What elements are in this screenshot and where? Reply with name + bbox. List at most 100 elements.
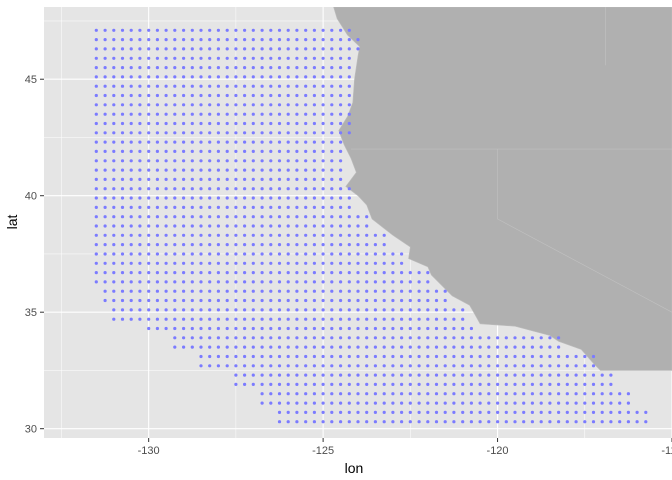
data-point: [155, 271, 159, 275]
data-point: [312, 56, 316, 60]
data-point: [251, 280, 255, 284]
data-point: [208, 66, 212, 70]
data-point: [600, 373, 604, 377]
data-point: [260, 252, 264, 256]
data-point: [120, 187, 125, 191]
data-point: [94, 140, 98, 144]
data-point: [513, 373, 517, 377]
data-point: [504, 336, 508, 340]
data-point: [199, 103, 203, 107]
data-point: [225, 75, 229, 79]
data-point: [321, 28, 325, 32]
data-point: [330, 215, 334, 219]
data-point: [103, 205, 107, 209]
data-point: [321, 47, 325, 51]
data-point: [182, 38, 186, 42]
data-point: [312, 205, 316, 209]
data-point: [330, 289, 334, 293]
data-point: [277, 215, 282, 219]
data-point: [365, 252, 369, 256]
data-point: [304, 205, 308, 209]
data-point: [339, 345, 343, 349]
data-point: [312, 271, 316, 275]
data-point: [199, 187, 203, 191]
data-point: [216, 159, 220, 163]
data-point: [583, 373, 587, 377]
data-point: [199, 121, 203, 126]
data-point: [365, 215, 369, 219]
data-point: [277, 298, 282, 303]
data-point: [312, 47, 316, 51]
data-point: [304, 289, 308, 293]
data-point: [452, 317, 456, 321]
data-point: [530, 382, 535, 386]
data-point: [164, 298, 168, 303]
data-point: [312, 280, 316, 284]
data-point: [277, 66, 282, 70]
data-point: [208, 196, 212, 200]
data-point: [286, 131, 290, 135]
data-point: [243, 326, 247, 331]
data-point: [417, 345, 421, 349]
data-point: [356, 410, 360, 414]
data-point: [260, 140, 264, 144]
land-layer: [333, 7, 672, 371]
data-point: [182, 243, 186, 247]
data-point: [277, 149, 282, 153]
data-point: [216, 196, 220, 200]
data-point: [173, 215, 177, 219]
data-point: [120, 56, 125, 60]
data-point: [557, 382, 561, 386]
data-point: [190, 308, 194, 312]
data-point: [312, 75, 316, 79]
data-point: [182, 159, 186, 163]
data-point: [277, 75, 282, 79]
data-point: [112, 205, 116, 209]
data-point: [478, 345, 482, 349]
data-point: [312, 364, 316, 368]
data-point: [304, 103, 308, 107]
data-point: [208, 205, 212, 209]
data-point: [182, 326, 186, 331]
data-point: [190, 187, 194, 191]
data-point: [182, 28, 186, 32]
data-point: [391, 252, 395, 256]
data-point: [129, 103, 133, 107]
data-point: [147, 261, 151, 265]
data-point: [443, 308, 447, 312]
data-point: [147, 326, 151, 331]
data-point: [260, 112, 264, 116]
data-point: [164, 205, 168, 209]
data-point: [373, 373, 377, 377]
data-point: [94, 168, 98, 172]
data-point: [286, 66, 290, 70]
data-point: [269, 84, 273, 88]
data-point: [208, 252, 212, 256]
point-layer: [94, 28, 648, 424]
data-point: [216, 177, 220, 181]
data-point: [565, 420, 569, 424]
data-point: [513, 392, 517, 396]
data-point: [147, 140, 151, 144]
data-point: [496, 373, 500, 377]
data-point: [644, 420, 648, 424]
data-point: [373, 326, 377, 331]
data-point: [94, 252, 98, 256]
data-point: [103, 243, 107, 247]
data-point: [112, 168, 116, 172]
data-point: [138, 28, 142, 32]
data-point: [347, 233, 351, 237]
data-point: [103, 168, 107, 172]
data-point: [400, 345, 404, 349]
data-point: [330, 308, 334, 312]
data-point: [208, 84, 212, 88]
data-point: [138, 121, 142, 126]
data-point: [312, 93, 316, 98]
data-point: [321, 159, 325, 163]
data-point: [347, 38, 351, 42]
data-point: [591, 373, 596, 377]
data-point: [260, 215, 264, 219]
data-point: [391, 261, 395, 265]
data-point: [147, 224, 151, 228]
data-point: [347, 215, 351, 219]
